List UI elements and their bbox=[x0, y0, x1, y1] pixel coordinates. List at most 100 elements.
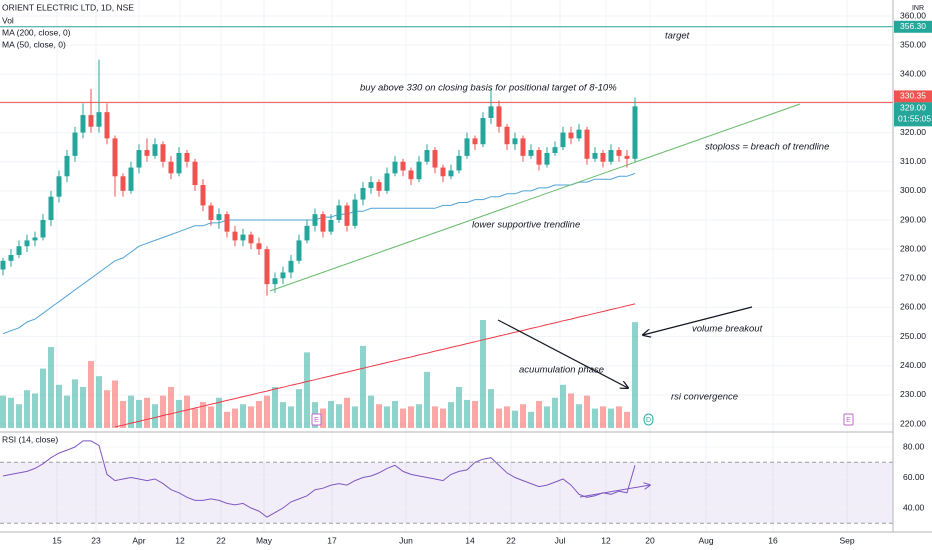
trendline bbox=[269, 103, 801, 292]
volume-bar bbox=[8, 397, 14, 428]
volume-bar bbox=[544, 406, 550, 428]
volume-bar bbox=[216, 397, 222, 428]
volume-bar bbox=[200, 402, 206, 428]
price-tag-label: 356.30 bbox=[900, 21, 926, 31]
volume-bar bbox=[472, 401, 478, 428]
candle-body bbox=[48, 196, 54, 220]
symbol-title: ORIENT ELECTRIC LTD, 1D, NSE bbox=[2, 2, 134, 12]
candle-body bbox=[224, 214, 230, 232]
candle-body bbox=[368, 182, 374, 188]
annotation: acuumulation phase bbox=[519, 365, 604, 376]
rsi-tick-label: 60.00 bbox=[903, 472, 925, 482]
volume-bar bbox=[424, 371, 430, 428]
volume-bar bbox=[592, 408, 598, 428]
annotation: volume breakout bbox=[692, 324, 763, 335]
legend-item: MA (200, close, 0) bbox=[2, 27, 71, 37]
volume-bar bbox=[64, 395, 70, 428]
candle-body bbox=[480, 118, 486, 145]
candle-body bbox=[16, 246, 22, 255]
candle-body bbox=[616, 150, 622, 156]
rsi-band bbox=[0, 462, 893, 524]
volume-bar bbox=[400, 408, 406, 428]
volume-bar bbox=[152, 404, 158, 428]
currency: INR bbox=[912, 5, 924, 12]
price-tag bbox=[894, 20, 932, 33]
x-tick-label: 20 bbox=[645, 535, 655, 545]
candle-body bbox=[544, 152, 550, 165]
volume-bar bbox=[80, 386, 86, 428]
event-marker-label: D bbox=[646, 417, 651, 424]
volume-bar bbox=[584, 395, 590, 428]
y-tick-label: 260.00 bbox=[900, 302, 926, 312]
volume-bar bbox=[368, 395, 374, 428]
volume-bar bbox=[408, 406, 414, 428]
annotation: lower supportive trendline bbox=[472, 220, 580, 231]
candle-body bbox=[64, 155, 70, 177]
y-tick-label: 250.00 bbox=[900, 331, 926, 341]
volume-bar bbox=[376, 404, 382, 428]
volume-bar bbox=[384, 406, 390, 428]
candle-body bbox=[496, 106, 502, 127]
candle-body bbox=[600, 152, 606, 162]
candle-body bbox=[72, 132, 78, 156]
y-tick-label: 220.00 bbox=[900, 418, 926, 428]
volume-bar bbox=[96, 376, 102, 428]
volume-bar bbox=[168, 386, 174, 428]
candle-body bbox=[360, 187, 366, 200]
volume-bar bbox=[496, 408, 502, 428]
x-tick-label: 12 bbox=[175, 535, 185, 545]
x-tick-label: 14 bbox=[465, 535, 475, 545]
candle-body bbox=[568, 132, 574, 139]
volume-bar bbox=[560, 384, 566, 428]
volume-bar bbox=[336, 404, 342, 428]
candle-body bbox=[416, 161, 422, 180]
volume-bar bbox=[456, 386, 462, 428]
volume-bar bbox=[504, 406, 510, 428]
volume-bar bbox=[256, 401, 262, 428]
candle-body bbox=[56, 176, 62, 197]
price-pane bbox=[0, 26, 893, 428]
x-tick-label: 16 bbox=[768, 535, 778, 545]
arrow bbox=[643, 306, 753, 335]
x-tick-label: 22 bbox=[216, 535, 226, 545]
rsi-tick-label: 40.00 bbox=[903, 502, 925, 512]
volume-bar bbox=[56, 384, 62, 428]
candle-body bbox=[120, 176, 126, 191]
x-tick-label: Jul bbox=[555, 535, 566, 545]
legend-item: Vol bbox=[2, 15, 14, 25]
volume-bar bbox=[360, 345, 366, 428]
y-tick-label: 270.00 bbox=[900, 273, 926, 283]
x-tick-label: 12 bbox=[601, 535, 611, 545]
event-marker-label: E bbox=[846, 417, 851, 424]
volume-bar bbox=[440, 408, 446, 428]
annotation: rsi convergence bbox=[671, 392, 738, 403]
y-tick-label: 320.00 bbox=[900, 127, 926, 137]
candle-body bbox=[80, 115, 86, 133]
volume-bar bbox=[160, 395, 166, 428]
volume-bar bbox=[616, 406, 622, 428]
volume-bar bbox=[128, 395, 134, 428]
volume-bar bbox=[288, 406, 294, 428]
candle-body bbox=[248, 234, 254, 244]
volume-bar bbox=[624, 411, 630, 428]
event-marker-label: E bbox=[314, 417, 319, 424]
volume-bar bbox=[240, 404, 246, 428]
price-tag-label: 329.00 bbox=[900, 103, 926, 113]
volume-bar bbox=[552, 397, 558, 428]
volume-bar bbox=[520, 404, 526, 428]
volume-bar bbox=[176, 399, 182, 428]
candle-body bbox=[144, 150, 150, 156]
candle-body bbox=[256, 243, 262, 250]
candle-body bbox=[232, 231, 238, 241]
rsi-title: RSI (14, close) bbox=[2, 434, 58, 444]
event-marker bbox=[643, 413, 654, 426]
price-tag bbox=[894, 90, 932, 103]
candle-body bbox=[504, 126, 510, 145]
y-tick-label: 300.00 bbox=[900, 185, 926, 195]
candle-body bbox=[472, 138, 478, 145]
x-tick-label: May bbox=[256, 535, 273, 545]
candle-body bbox=[488, 106, 494, 118]
volume-bar bbox=[224, 411, 230, 428]
candle-body bbox=[168, 161, 174, 174]
